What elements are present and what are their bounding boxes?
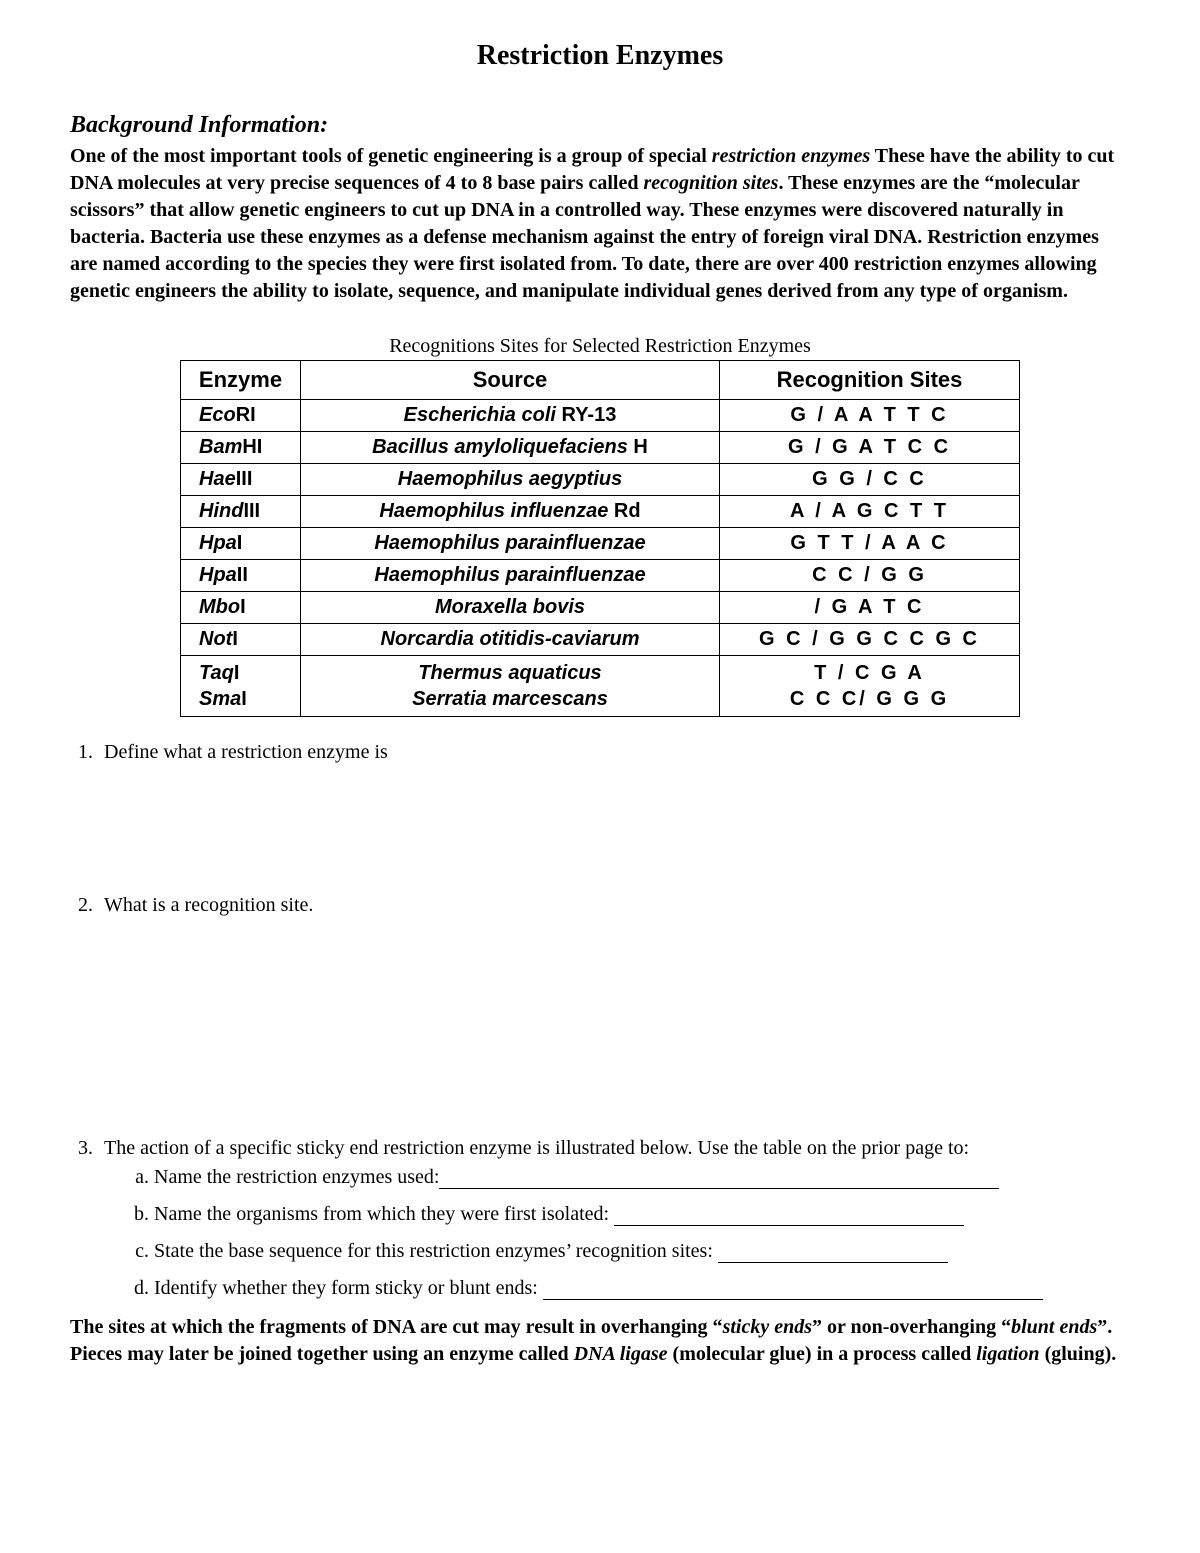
site-cell: A / A G C T T: [720, 496, 1020, 528]
enzyme-name-cell: BamHI: [181, 432, 301, 464]
table-caption: Recognitions Sites for Selected Restrict…: [70, 335, 1130, 358]
table-row: EcoRIEscherichia coli RY-13G / A A T T C: [181, 400, 1020, 432]
col-enzyme: Enzyme: [181, 361, 301, 400]
q3b-text: Name the organisms from which they were …: [154, 1203, 614, 1225]
table-row: MboIMoraxella bovis/ G A T C: [181, 592, 1020, 624]
site-cell: / G A T C: [720, 592, 1020, 624]
table-row: HindIIIHaemophilus influenzae RdA / A G …: [181, 496, 1020, 528]
site-cell: G / G A T C C: [720, 432, 1020, 464]
enzyme-name-cell: HaeIII: [181, 464, 301, 496]
question-3-lead: The action of a specific sticky end rest…: [104, 1137, 969, 1159]
source-cell: Bacillus amyloliquefaciens H: [301, 432, 720, 464]
source-cell: Thermus aquaticusSerratia marcescans: [301, 656, 720, 717]
enzyme-name-cell: HindIII: [181, 496, 301, 528]
question-2: What is a recognition site.: [98, 894, 1130, 917]
bg-term-recognition: recognition sites: [643, 172, 778, 194]
source-cell: Haemophilus aegyptius: [301, 464, 720, 496]
site-cell: G T T / A A C: [720, 528, 1020, 560]
enzyme-name-cell: MboI: [181, 592, 301, 624]
enzyme-name-cell: NotI: [181, 624, 301, 656]
table-row: HaeIIIHaemophilus aegyptiusG G / C C: [181, 464, 1020, 496]
ft-a: The sites at which the fragments of DNA …: [70, 1316, 723, 1338]
table-row: HpaIIHaemophilus parainfluenzaeC C / G G: [181, 560, 1020, 592]
question-3c: State the base sequence for this restric…: [154, 1240, 1130, 1263]
table-row: HpaIHaemophilus parainfluenzaeG T T / A …: [181, 528, 1020, 560]
footer-paragraph: The sites at which the fragments of DNA …: [70, 1314, 1130, 1368]
source-cell: Norcardia otitidis-caviarum: [301, 624, 720, 656]
ft-blunt: blunt ends: [1011, 1316, 1097, 1338]
source-cell: Moraxella bovis: [301, 592, 720, 624]
enzyme-name-cell: HpaII: [181, 560, 301, 592]
question-3-sublist: Name the restriction enzymes used: Name …: [104, 1166, 1130, 1300]
background-heading: Background Information:: [70, 112, 1130, 139]
enzyme-table-wrap: Enzyme Source Recognition Sites EcoRIEsc…: [70, 360, 1130, 717]
ft-i: (gluing).: [1040, 1343, 1117, 1365]
site-cell: G C / G G C C G C: [720, 624, 1020, 656]
table-row: NotINorcardia otitidis-caviarumG C / G G…: [181, 624, 1020, 656]
q3a-text: Name the restriction enzymes used:: [154, 1166, 439, 1188]
enzyme-name-cell: EcoRI: [181, 400, 301, 432]
ft-sticky: sticky ends: [723, 1316, 812, 1338]
site-cell: C C / G G: [720, 560, 1020, 592]
site-cell: G G / C C: [720, 464, 1020, 496]
col-source: Source: [301, 361, 720, 400]
question-1: Define what a restriction enzyme is: [98, 741, 1130, 764]
ft-g: (molecular glue) in a process called: [668, 1343, 977, 1365]
enzyme-table: Enzyme Source Recognition Sites EcoRIEsc…: [180, 360, 1020, 717]
source-cell: Haemophilus influenzae Rd: [301, 496, 720, 528]
question-list: Define what a restriction enzyme is What…: [70, 741, 1130, 1300]
question-3: The action of a specific sticky end rest…: [98, 1137, 1130, 1300]
q3b-blank[interactable]: [614, 1208, 964, 1226]
col-sites: Recognition Sites: [720, 361, 1020, 400]
bg-text-1: One of the most important tools of genet…: [70, 145, 712, 167]
enzyme-name-cell: HpaI: [181, 528, 301, 560]
source-cell: Escherichia coli RY-13: [301, 400, 720, 432]
q3d-text: Identify whether they form sticky or blu…: [154, 1277, 543, 1299]
question-3a: Name the restriction enzymes used:: [154, 1166, 1130, 1189]
table-header-row: Enzyme Source Recognition Sites: [181, 361, 1020, 400]
source-cell: Haemophilus parainfluenzae: [301, 528, 720, 560]
question-3d: Identify whether they form sticky or blu…: [154, 1277, 1130, 1300]
ft-c: ” or non-overhanging “: [812, 1316, 1011, 1338]
q3c-blank[interactable]: [718, 1245, 948, 1263]
enzyme-name-cell: TaqISmaI: [181, 656, 301, 717]
q3d-blank[interactable]: [543, 1282, 1043, 1300]
ft-ligase: DNA ligase: [574, 1343, 668, 1365]
site-cell: T / C G AC C C/ G G G: [720, 656, 1020, 717]
background-paragraph: One of the most important tools of genet…: [70, 143, 1130, 305]
question-3b: Name the organisms from which they were …: [154, 1203, 1130, 1226]
q3a-blank[interactable]: [439, 1171, 999, 1189]
table-row: BamHIBacillus amyloliquefaciens HG / G A…: [181, 432, 1020, 464]
q3c-text: State the base sequence for this restric…: [154, 1240, 718, 1262]
ft-ligation: ligation: [976, 1343, 1039, 1365]
site-cell: G / A A T T C: [720, 400, 1020, 432]
bg-term-enzymes: restriction enzymes: [712, 145, 870, 167]
table-row-last: TaqISmaIThermus aquaticusSerratia marces…: [181, 656, 1020, 717]
source-cell: Haemophilus parainfluenzae: [301, 560, 720, 592]
page-title: Restriction Enzymes: [70, 40, 1130, 72]
